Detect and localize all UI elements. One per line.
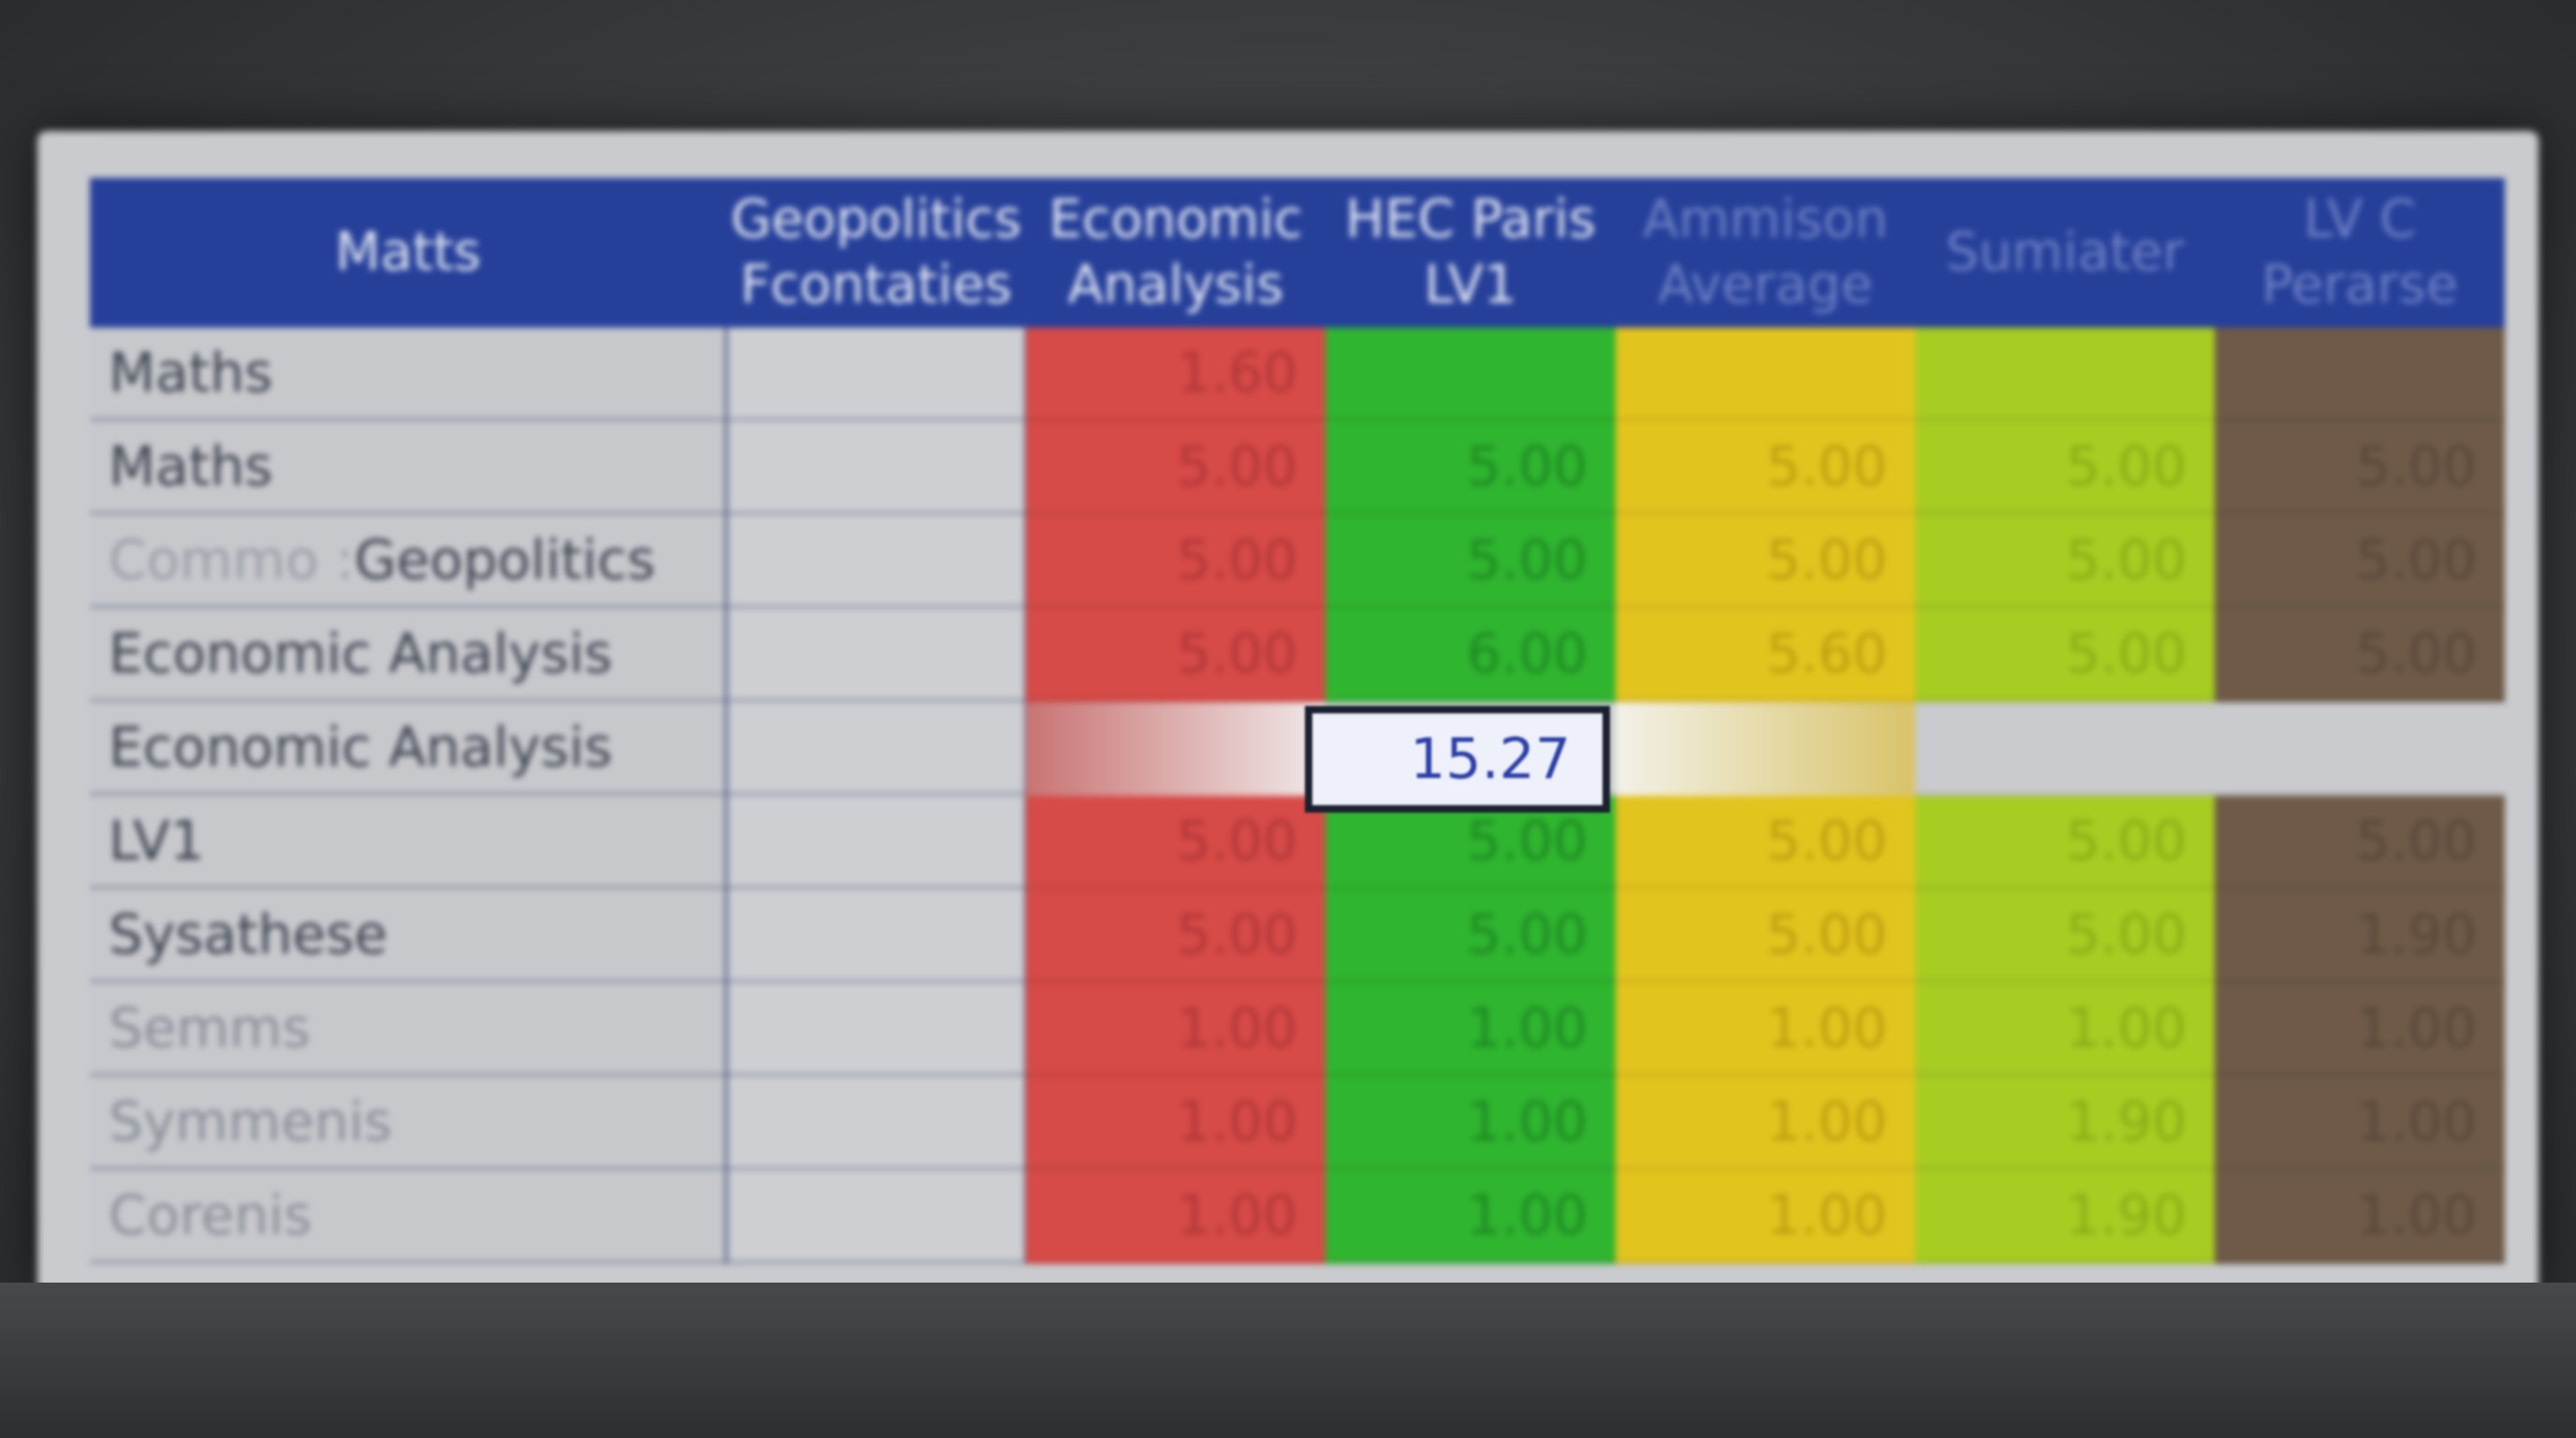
table-cell-sumiater[interactable]: 5.00 xyxy=(1915,609,2215,702)
table-cell-ammison-average[interactable]: 1.00 xyxy=(1616,1077,1915,1170)
header-cell-ammison-average[interactable]: Ammison Average xyxy=(1616,178,1915,328)
table-cell-sumiater[interactable]: 1.00 xyxy=(1915,983,2215,1077)
table-cell-economic-analysis[interactable]: 5.00 xyxy=(1026,515,1325,609)
table-cell-hec-paris-lv1[interactable]: 1.00 xyxy=(1325,1170,1616,1264)
table-cell-sumiater[interactable]: 5.00 xyxy=(1915,889,2215,983)
row-label-text: Sysathese xyxy=(109,902,388,966)
row-label-text: Maths xyxy=(109,434,273,498)
row-label[interactable]: Economic Analysis xyxy=(90,609,726,702)
table-cell-hec-paris-lv1[interactable]: 6.00 xyxy=(1325,609,1616,702)
table-cell-hec-paris-lv1[interactable]: 1.00 xyxy=(1325,983,1616,1077)
header-cell-lv-c-perarse[interactable]: LV C Perarse xyxy=(2215,178,2505,328)
active-row-band-right xyxy=(1616,702,1915,796)
column-ammison-average: 5.00 5.00 5.60 5.00 5.00 1.00 1.00 1.00 xyxy=(1616,328,1915,1264)
column-lv-c-perarse: 5.00 5.00 5.00 5.00 1.90 1.00 1.00 1.00 xyxy=(2215,328,2505,1264)
table-cell-hec-paris-lv1[interactable] xyxy=(1325,328,1616,421)
table-cell-ammison-average[interactable]: 1.00 xyxy=(1616,983,1915,1077)
row-label[interactable]: Sysathese xyxy=(90,889,726,983)
table-cell-sumiater[interactable]: 5.00 xyxy=(1915,796,2215,889)
row-label-text: Geopolitics xyxy=(354,528,656,592)
empty-cell[interactable] xyxy=(726,796,1026,889)
spreadsheet-grid: Matts Geopolitics Fcontaties Economic An… xyxy=(90,178,2505,1264)
row-label[interactable]: Maths xyxy=(90,328,726,421)
empty-cell[interactable] xyxy=(726,983,1026,1077)
column-divider xyxy=(724,328,728,1264)
table-cell-economic-analysis[interactable]: 5.00 xyxy=(1026,796,1325,889)
table-cell-economic-analysis[interactable]: 1.00 xyxy=(1026,1077,1325,1170)
monitor-bezel xyxy=(0,1283,2576,1438)
empty-cell[interactable] xyxy=(726,421,1026,515)
table-cell-lv-c-perarse[interactable]: 5.00 xyxy=(2215,796,2505,889)
table-cell-lv-c-perarse[interactable]: 5.00 xyxy=(2215,515,2505,609)
active-cell-value: 15.27 xyxy=(1410,726,1571,792)
row-label-column: Maths Maths Commo : Geopolitics Economic An… xyxy=(90,328,726,1264)
row-label[interactable]: Economic Analysis xyxy=(90,702,726,796)
row-label-text: Semms xyxy=(109,996,311,1060)
table-cell-lv-c-perarse[interactable] xyxy=(2215,702,2505,796)
table-cell-economic-analysis[interactable]: 5.00 xyxy=(1026,609,1325,702)
table-cell-economic-analysis[interactable]: 5.00 xyxy=(1026,421,1325,515)
table-cell-hec-paris-lv1[interactable]: 5.00 xyxy=(1325,515,1616,609)
table-cell-lv-c-perarse[interactable]: 1.90 xyxy=(2215,889,2505,983)
row-label-text: Maths xyxy=(109,341,273,404)
empty-cell[interactable] xyxy=(726,1170,1026,1264)
table-cell-lv-c-perarse[interactable]: 5.00 xyxy=(2215,609,2505,702)
table-cell-ammison-average[interactable] xyxy=(1616,328,1915,421)
table-cell-ammison-average[interactable]: 5.00 xyxy=(1616,515,1915,609)
row-label[interactable]: Semms xyxy=(90,983,726,1077)
table-cell-hec-paris-lv1[interactable]: 5.00 xyxy=(1325,421,1616,515)
table-cell-lv-c-perarse[interactable]: 1.00 xyxy=(2215,983,2505,1077)
table-cell-ammison-average[interactable]: 1.00 xyxy=(1616,1170,1915,1264)
table-cell-ammison-average[interactable]: 5.00 xyxy=(1616,421,1915,515)
table-cell-sumiater[interactable] xyxy=(1915,328,2215,421)
table-cell-economic-analysis[interactable]: 1.00 xyxy=(1026,983,1325,1077)
table-cell-hec-paris-lv1[interactable]: 1.00 xyxy=(1325,1077,1616,1170)
header-cell-geopolitics[interactable]: Geopolitics Fcontaties xyxy=(726,178,1026,328)
row-label-prefix: Commo : xyxy=(109,528,355,592)
row-label[interactable]: Corenis xyxy=(90,1170,726,1264)
row-label-text: Corenis xyxy=(109,1183,313,1247)
column-hec-paris-lv1: 5.00 5.00 6.00 5.00 5.00 1.00 1.00 1.00 xyxy=(1325,328,1616,1264)
row-label[interactable]: Symmenis xyxy=(90,1077,726,1170)
empty-cell[interactable] xyxy=(726,515,1026,609)
table-cell-lv-c-perarse[interactable]: 1.00 xyxy=(2215,1077,2505,1170)
table-cell-sumiater[interactable]: 1.90 xyxy=(1915,1170,2215,1264)
table-cell-ammison-average[interactable]: 5.00 xyxy=(1616,889,1915,983)
row-label-text: Economic Analysis xyxy=(109,715,613,779)
table-cell-hec-paris-lv1[interactable]: 5.00 xyxy=(1325,889,1616,983)
table-cell-sumiater[interactable]: 1.90 xyxy=(1915,1077,2215,1170)
geopolitics-column xyxy=(726,328,1026,1264)
table-cell-sumiater[interactable]: 5.00 xyxy=(1915,515,2215,609)
row-label[interactable]: Maths xyxy=(90,421,726,515)
table-cell-lv-c-perarse[interactable]: 1.00 xyxy=(2215,1170,2505,1264)
table-cell-economic-analysis[interactable]: 1.60 xyxy=(1026,328,1325,421)
header-cell-sumiater[interactable]: Sumiater xyxy=(1915,178,2215,328)
row-label[interactable]: LV1 xyxy=(90,796,726,889)
header-cell-matts[interactable]: Matts xyxy=(90,178,726,328)
empty-cell[interactable] xyxy=(726,889,1026,983)
table-cell-economic-analysis[interactable]: 1.00 xyxy=(1026,1170,1325,1264)
empty-cell[interactable] xyxy=(726,609,1026,702)
header-cell-economic-analysis[interactable]: Economic Analysis xyxy=(1026,178,1325,328)
table-cell-economic-analysis[interactable]: 5.00 xyxy=(1026,889,1325,983)
header-cell-hec-paris-lv1[interactable]: HEC Paris LV1 xyxy=(1325,178,1616,328)
row-label[interactable]: Commo : Geopolitics xyxy=(90,515,726,609)
table-cell-lv-c-perarse[interactable]: 5.00 xyxy=(2215,421,2505,515)
row-label-text: LV1 xyxy=(109,809,205,873)
column-economic-analysis: 1.60 5.00 5.00 5.00 5.00 5.00 1.00 1.00 1.00 xyxy=(1026,328,1325,1264)
empty-cell[interactable] xyxy=(726,1077,1026,1170)
table-cell-sumiater[interactable] xyxy=(1915,702,2215,796)
table-cell-lv-c-perarse[interactable] xyxy=(2215,328,2505,421)
table-cell-ammison-average[interactable]: 5.60 xyxy=(1616,609,1915,702)
row-label-text: Economic Analysis xyxy=(109,622,613,685)
empty-cell[interactable] xyxy=(726,702,1026,796)
active-cell-input[interactable]: 15.27 xyxy=(1305,706,1610,813)
active-row-band-left xyxy=(1026,702,1325,796)
row-label-text: Symmenis xyxy=(109,1090,392,1153)
table-cell-ammison-average[interactable]: 5.00 xyxy=(1616,796,1915,889)
empty-cell[interactable] xyxy=(726,328,1026,421)
table-cell-sumiater[interactable]: 5.00 xyxy=(1915,421,2215,515)
column-sumiater: 5.00 5.00 5.00 5.00 5.00 1.00 1.90 1.90 xyxy=(1915,328,2215,1264)
